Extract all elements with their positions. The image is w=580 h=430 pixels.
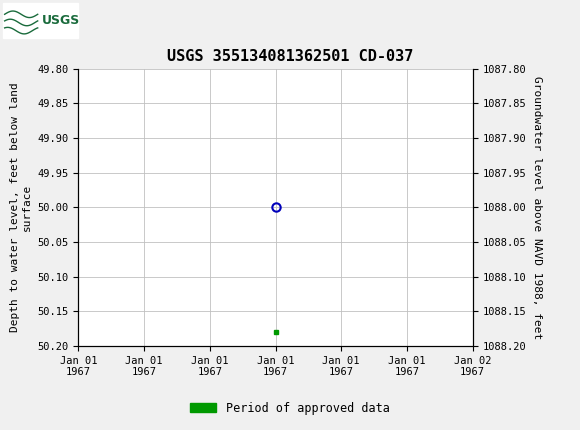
Text: USGS 355134081362501 CD-037: USGS 355134081362501 CD-037 — [167, 49, 413, 64]
Legend: Period of approved data: Period of approved data — [186, 397, 394, 420]
Y-axis label: Groundwater level above NAVD 1988, feet: Groundwater level above NAVD 1988, feet — [532, 76, 542, 339]
Text: USGS: USGS — [42, 14, 80, 27]
Bar — [3, 3, 78, 37]
Y-axis label: Depth to water level, feet below land
surface: Depth to water level, feet below land su… — [10, 83, 32, 332]
